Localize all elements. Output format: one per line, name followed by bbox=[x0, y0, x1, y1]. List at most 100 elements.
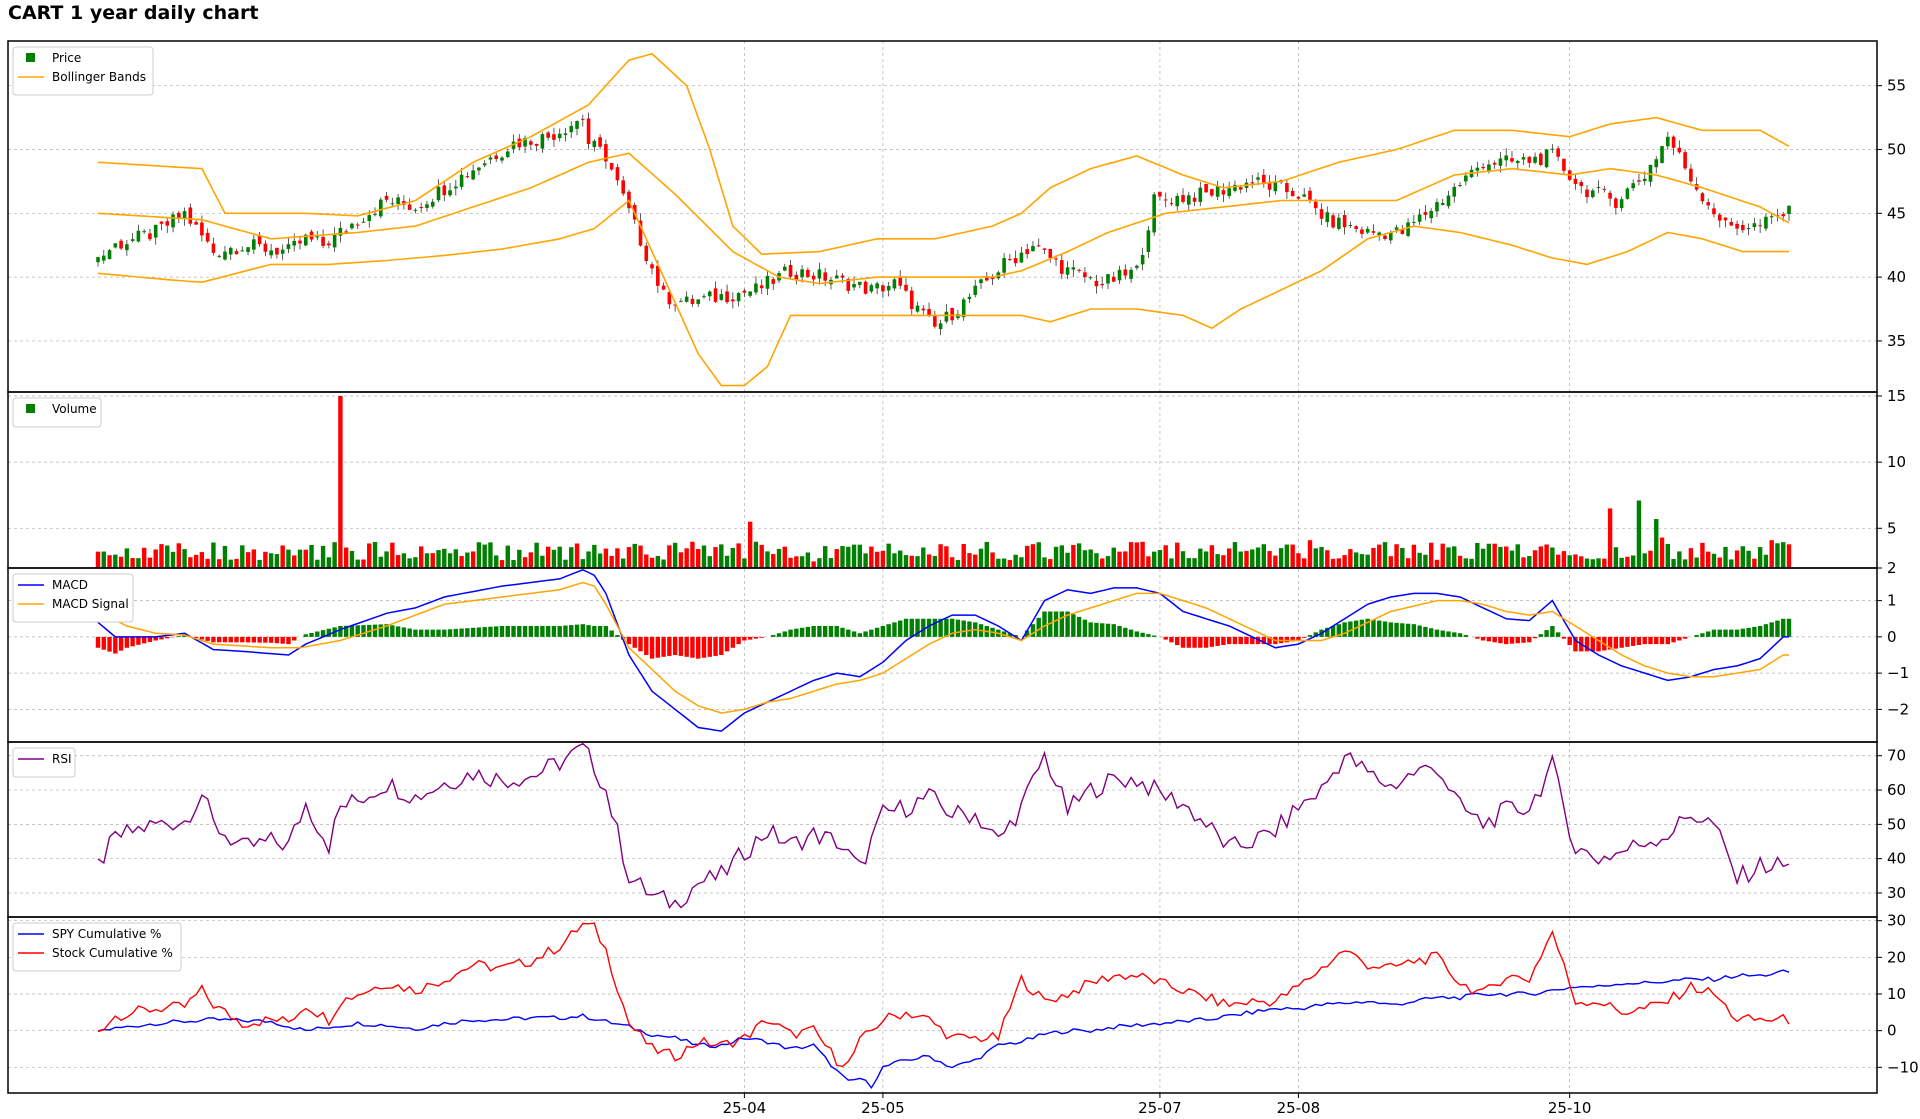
candle-body bbox=[1429, 210, 1433, 219]
volume-bar bbox=[240, 545, 245, 568]
volume-bar bbox=[1775, 543, 1780, 568]
macd-histogram-bar bbox=[522, 626, 528, 637]
volume-bar bbox=[938, 544, 943, 568]
candle-body bbox=[598, 137, 602, 147]
candle-body bbox=[1515, 160, 1520, 164]
macd-histogram-bar bbox=[124, 636, 130, 648]
candle-body bbox=[1787, 205, 1791, 215]
volume-bar bbox=[771, 554, 776, 568]
macd-histogram-bar bbox=[245, 636, 251, 643]
volume-bar bbox=[430, 553, 435, 568]
candle-body bbox=[950, 307, 954, 321]
volume-bar bbox=[696, 549, 701, 568]
y-tick-label: 70 bbox=[1887, 747, 1906, 765]
volume-bar bbox=[1515, 544, 1520, 568]
macd-histogram-bar bbox=[1342, 622, 1347, 637]
candle-body bbox=[719, 294, 724, 300]
candle-body bbox=[1238, 187, 1243, 190]
volume-bar bbox=[1250, 549, 1255, 568]
candle-body bbox=[529, 141, 533, 145]
macd-histogram-bar bbox=[1452, 632, 1457, 637]
volume-bar bbox=[892, 553, 897, 568]
volume-bar bbox=[1117, 551, 1122, 568]
macd-histogram-bar bbox=[1630, 636, 1636, 646]
macd-histogram-bar bbox=[1659, 636, 1665, 645]
volume-bar bbox=[384, 551, 389, 568]
volume-bar bbox=[234, 558, 239, 568]
macd-histogram-bar bbox=[326, 628, 332, 637]
macd-histogram-bar bbox=[678, 636, 684, 656]
volume-bar bbox=[176, 543, 181, 568]
x-tick-label: 25-10 bbox=[1548, 1099, 1592, 1117]
macd-histogram-bar bbox=[101, 636, 106, 650]
volume-bar bbox=[592, 544, 597, 568]
candle-body bbox=[1556, 148, 1560, 157]
macd-histogram-bar bbox=[1573, 636, 1578, 652]
candle-body bbox=[1013, 257, 1018, 264]
candle-body bbox=[621, 180, 625, 194]
candle-body bbox=[1313, 201, 1318, 209]
volume-bar bbox=[274, 554, 280, 568]
volume-bar bbox=[1428, 542, 1434, 568]
macd-histogram-bar bbox=[1203, 636, 1209, 648]
volume-bar bbox=[557, 546, 562, 568]
macd-histogram-bar bbox=[822, 626, 828, 637]
macd-histogram-bar bbox=[1515, 636, 1520, 644]
macd-histogram-bar bbox=[1180, 636, 1186, 648]
volume-bar bbox=[1353, 552, 1359, 568]
macd-histogram-bar bbox=[1007, 633, 1013, 637]
candle-body bbox=[1204, 183, 1208, 193]
volume-bar bbox=[1394, 544, 1399, 568]
volume-bar bbox=[863, 553, 868, 568]
candle-body bbox=[477, 167, 481, 171]
legend-box bbox=[12, 922, 182, 972]
candle-body bbox=[200, 222, 204, 236]
macd-histogram-bar bbox=[355, 625, 360, 637]
volume-bar bbox=[1665, 543, 1671, 568]
candle-body bbox=[575, 121, 579, 129]
macd-histogram-bar bbox=[199, 636, 205, 640]
macd-histogram-bar bbox=[1677, 636, 1682, 641]
candle-body bbox=[1510, 158, 1514, 162]
macd-histogram-bar bbox=[1596, 636, 1601, 652]
volume-bar bbox=[817, 558, 822, 568]
volume-bar bbox=[1001, 558, 1007, 568]
macd-histogram-bar bbox=[1296, 636, 1301, 641]
volume-bar bbox=[1434, 559, 1440, 568]
volume-bar bbox=[280, 545, 285, 568]
volume-bar bbox=[1405, 558, 1411, 568]
x-axis: 25-04 25-05 25-07 25-08 25-10 bbox=[723, 1093, 1592, 1117]
volume-bar bbox=[984, 541, 989, 568]
volume-bar bbox=[1400, 547, 1405, 568]
macd-histogram-bar bbox=[378, 624, 383, 637]
candle-body bbox=[915, 305, 920, 312]
volume-bar bbox=[996, 558, 1001, 568]
volume-bar bbox=[494, 555, 499, 568]
candle-body bbox=[142, 231, 146, 233]
candle-body bbox=[459, 174, 464, 187]
macd-histogram-bar bbox=[1711, 629, 1717, 637]
macd-histogram-bar bbox=[1065, 611, 1070, 637]
candle-body bbox=[1412, 221, 1416, 223]
macd-histogram-bar bbox=[730, 636, 736, 648]
macd-histogram-bar bbox=[517, 626, 522, 637]
volume-bar bbox=[1550, 547, 1555, 568]
candle-body bbox=[1642, 178, 1647, 182]
volume-bar bbox=[545, 546, 551, 568]
volume-bar bbox=[118, 556, 124, 568]
volume-bar bbox=[1128, 542, 1134, 568]
volume-bar bbox=[978, 548, 984, 568]
volume-bar bbox=[1717, 557, 1722, 568]
candle-body bbox=[788, 265, 793, 277]
macd-histogram-bar bbox=[1128, 629, 1134, 637]
candle-body bbox=[1700, 193, 1705, 202]
macd-histogram-bar bbox=[453, 628, 459, 637]
candle-body bbox=[656, 265, 660, 286]
volume-bar bbox=[153, 549, 158, 568]
candle-body bbox=[1158, 191, 1162, 197]
panel-price: 35 40 45 50 55 Price Bollinger Bands bbox=[7, 40, 1906, 393]
candle-body bbox=[967, 296, 972, 299]
volume-bar bbox=[857, 544, 863, 568]
macd-histogram-bar bbox=[1428, 628, 1434, 637]
